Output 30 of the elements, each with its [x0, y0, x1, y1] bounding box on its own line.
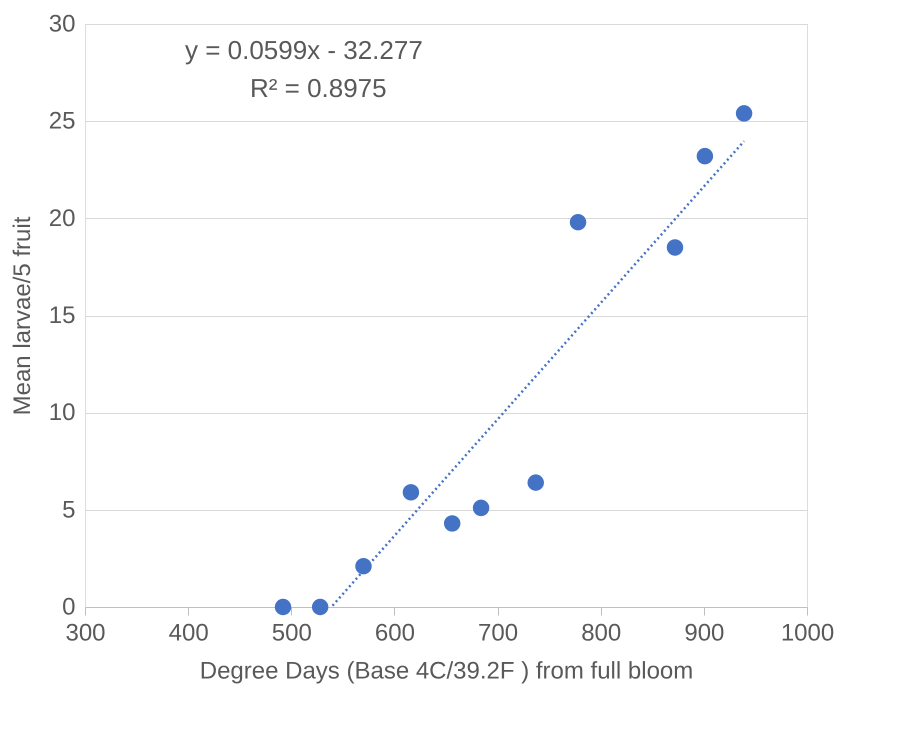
- point: [528, 474, 544, 491]
- point: [355, 558, 372, 574]
- annotation: y = 0.0599x - 32.277: [185, 35, 423, 65]
- point: [402, 484, 420, 501]
- y-tick-label: 5: [62, 496, 76, 524]
- point: [666, 239, 684, 256]
- y-tick-label: 20: [48, 204, 76, 232]
- point: [274, 598, 292, 616]
- point: [312, 598, 328, 616]
- annotation: R² = 0.8975: [250, 73, 387, 103]
- y-axis-title: Mean larvae/5 fruit: [8, 216, 36, 416]
- point: [570, 214, 586, 230]
- point: [444, 515, 460, 532]
- point: [736, 105, 752, 122]
- x-tick-label: 700: [478, 620, 518, 646]
- y-tick-label: 15: [48, 302, 76, 329]
- y-tick-label: 10: [48, 399, 76, 426]
- x-axis-title: Degree Days (Base 4C/39.2F ) from full bloom: [200, 658, 694, 684]
- y-tick-label: 30: [48, 10, 76, 38]
- x-tick-label: 800: [581, 620, 622, 646]
- x-tick-label: 1000: [780, 620, 834, 646]
- x-tick-label: 500: [272, 620, 312, 646]
- y-tick-label: 0: [62, 594, 76, 620]
- point: [696, 148, 714, 164]
- x-tick-label: 600: [374, 620, 415, 646]
- x-tick-label: 300: [65, 620, 106, 646]
- y-tick-label: 25: [48, 108, 76, 135]
- point: [472, 500, 490, 516]
- x-tick-label: 400: [168, 620, 209, 646]
- x-tick-label: 900: [684, 620, 724, 646]
